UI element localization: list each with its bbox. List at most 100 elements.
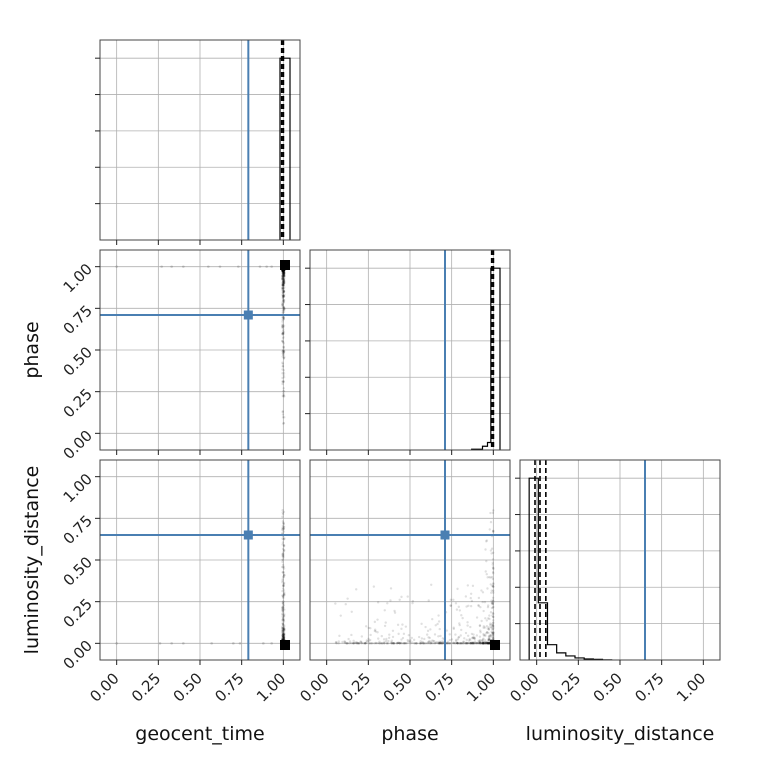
- sample-point: [380, 642, 384, 645]
- sample-point: [283, 272, 286, 275]
- sample-point: [483, 633, 486, 637]
- sample-point: [282, 635, 285, 639]
- sample-point: [459, 634, 462, 637]
- sample-point: [282, 274, 285, 277]
- sample-point: [483, 600, 487, 604]
- sample-point: [281, 628, 285, 632]
- sample-point: [481, 642, 485, 645]
- sample-point: [435, 641, 438, 644]
- sample-point: [281, 600, 285, 603]
- sample-point: [453, 642, 457, 645]
- sample-point: [398, 641, 401, 645]
- sample-point: [283, 593, 286, 597]
- sample-point: [344, 602, 347, 606]
- sample-point: [281, 628, 285, 631]
- sample-point: [282, 290, 285, 294]
- sample-point: [355, 642, 358, 645]
- sample-point: [281, 376, 284, 380]
- sample-point: [449, 604, 452, 607]
- sample-point: [438, 642, 441, 645]
- sample-point: [282, 282, 285, 285]
- sample-point: [489, 634, 492, 637]
- sample-point: [391, 642, 394, 645]
- sample-point: [282, 271, 286, 275]
- sample-point: [475, 641, 479, 645]
- sample-point: [469, 596, 472, 600]
- sample-point: [398, 641, 401, 645]
- sample-point: [281, 372, 284, 375]
- sample-point: [281, 269, 285, 273]
- sample-point: [281, 287, 284, 290]
- sample-point: [283, 629, 286, 632]
- sample-point: [281, 270, 284, 273]
- sample-point: [283, 274, 286, 277]
- sample-point: [455, 638, 458, 642]
- sample-point: [282, 575, 286, 579]
- sample-point: [282, 375, 286, 379]
- sample-point: [282, 301, 286, 304]
- truth-marker: [440, 530, 450, 540]
- sample-point: [170, 265, 173, 268]
- sample-point: [486, 642, 489, 645]
- sample-point: [281, 629, 284, 633]
- sample-point: [475, 642, 478, 645]
- sample-point: [367, 637, 370, 640]
- sample-point: [282, 627, 286, 631]
- sample-point: [473, 642, 477, 645]
- sample-point: [283, 537, 286, 540]
- sample-point: [467, 604, 470, 607]
- y-tick-label: 0.00: [60, 427, 96, 463]
- sample-point: [282, 632, 286, 636]
- sample-point: [429, 642, 432, 645]
- sample-point: [402, 642, 405, 645]
- sample-point: [281, 289, 285, 293]
- sample-point: [282, 395, 285, 398]
- sample-point: [282, 281, 286, 285]
- sample-point: [282, 602, 285, 605]
- sample-point: [282, 624, 286, 627]
- sample-point: [376, 641, 380, 645]
- sample-point: [452, 627, 455, 631]
- sample-point: [281, 527, 285, 530]
- x-tick-label: 0.25: [128, 669, 164, 705]
- sample-point: [282, 270, 285, 274]
- sample-point: [490, 589, 493, 592]
- sample-point: [476, 642, 479, 645]
- sample-point: [393, 609, 396, 613]
- sample-point: [429, 642, 432, 645]
- sample-point: [464, 642, 467, 645]
- sample-point: [353, 641, 356, 645]
- histogram-geocent_time: [279, 57, 291, 240]
- sample-point: [282, 575, 285, 579]
- sample-point: [282, 595, 285, 598]
- sample-point: [281, 309, 285, 313]
- sample-point: [492, 529, 495, 533]
- sample-point: [282, 279, 286, 282]
- sample-point: [398, 598, 401, 602]
- sample-point: [492, 627, 495, 630]
- sample-point: [415, 642, 418, 645]
- sample-point: [469, 625, 472, 629]
- sample-point: [491, 614, 494, 617]
- sample-point: [491, 511, 495, 515]
- sample-point: [479, 629, 482, 632]
- sample-point: [454, 639, 458, 643]
- hist-panel-phase-data: [471, 250, 501, 450]
- sample-point: [283, 633, 286, 637]
- sample-point: [282, 271, 286, 274]
- sample-point: [282, 537, 286, 541]
- sample-point: [378, 642, 381, 645]
- sample-point: [484, 570, 487, 573]
- sample-point: [441, 641, 444, 645]
- sample-point: [283, 416, 286, 419]
- scatter-panel-luminosity_distance-vs-phase-data: [334, 509, 495, 645]
- sample-point: [390, 642, 393, 645]
- sample-point: [448, 638, 452, 642]
- sample-point: [281, 278, 284, 281]
- sample-point: [492, 585, 495, 588]
- sample-point: [281, 297, 285, 300]
- sample-point: [417, 635, 421, 639]
- sample-point: [281, 622, 285, 625]
- sample-point: [457, 636, 460, 639]
- sample-point: [282, 342, 285, 345]
